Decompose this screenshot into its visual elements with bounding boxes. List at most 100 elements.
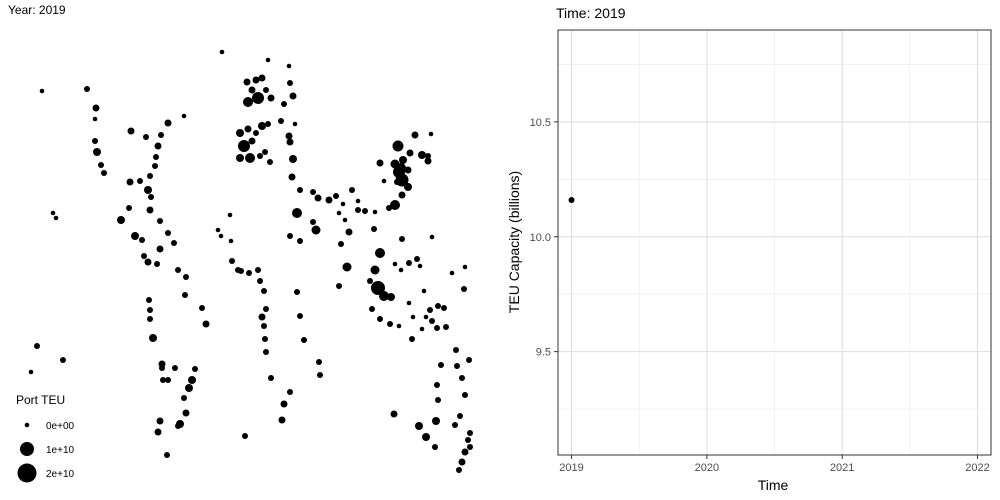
port-bubble — [421, 288, 427, 294]
port-bubble — [286, 138, 294, 146]
legend-label-2: 2e+10 — [46, 469, 75, 480]
port-bubble — [268, 375, 274, 381]
port-bubble — [466, 357, 472, 363]
port-bubble — [336, 283, 342, 289]
port-bubble — [449, 270, 455, 276]
port-bubble — [144, 258, 152, 266]
port-bubble-map — [28, 49, 473, 473]
port-bubble — [164, 452, 170, 458]
port-bubble — [375, 248, 385, 258]
port-bubble — [243, 78, 251, 86]
port-bubble — [202, 320, 210, 328]
port-bubble — [156, 417, 164, 425]
port-bubble — [381, 178, 387, 184]
port-bubble — [229, 258, 235, 264]
port-bubble — [390, 410, 398, 418]
port-bubble — [199, 305, 205, 311]
port-bubble — [146, 206, 154, 214]
port-bubble — [242, 433, 248, 439]
port-bubble — [355, 198, 361, 204]
port-bubble — [255, 267, 261, 273]
legend-title: Port TEU — [16, 393, 65, 407]
port-bubble — [228, 238, 234, 244]
port-bubble — [462, 264, 468, 270]
port-bubble — [297, 313, 303, 319]
port-bubble — [39, 88, 45, 94]
port-bubble — [419, 326, 425, 332]
port-bubble — [263, 306, 269, 312]
port-bubble — [149, 334, 157, 342]
port-bubble — [185, 384, 193, 392]
port-bubble — [267, 94, 275, 102]
axis-ticks: 2019 2020 2021 2022 9.5 10.0 10.5 — [530, 117, 990, 474]
port-bubble — [126, 178, 134, 186]
port-bubble — [53, 215, 59, 221]
port-bubble — [410, 314, 416, 320]
port-bubble — [399, 156, 407, 164]
port-bubble — [175, 423, 181, 429]
port-bubble — [425, 153, 431, 159]
port-bubble — [435, 397, 441, 403]
port-bubble — [414, 256, 420, 262]
port-bubble — [362, 208, 368, 214]
port-bubble — [459, 375, 465, 381]
port-bubble — [263, 87, 269, 93]
port-bubble — [301, 337, 307, 343]
port-bubble — [137, 178, 143, 184]
port-bubble — [287, 233, 293, 239]
x-axis-title: Time — [758, 477, 789, 493]
port-bubble — [456, 467, 462, 473]
port-bubble — [369, 306, 375, 312]
y-tick-label: 10.5 — [530, 117, 551, 129]
port-bubble — [147, 307, 153, 313]
port-bubble — [310, 189, 316, 195]
port-bubble — [461, 448, 469, 456]
port-bubble — [325, 196, 333, 204]
port-bubble — [192, 366, 198, 372]
port-bubble — [417, 263, 423, 269]
port-bubble — [131, 232, 139, 240]
port-bubble — [257, 153, 263, 159]
port-bubble — [258, 74, 266, 82]
port-bubble — [336, 210, 342, 216]
port-bubble — [340, 201, 346, 207]
port-bubble — [245, 153, 255, 163]
port-bubble — [252, 76, 260, 84]
port-bubble — [432, 444, 438, 450]
port-bubble — [263, 349, 269, 355]
port-bubble — [159, 365, 165, 371]
port-bubble — [396, 163, 406, 173]
port-bubble — [265, 121, 271, 127]
port-bubble — [392, 140, 404, 152]
port-bubble — [172, 365, 178, 371]
port-bubble — [147, 173, 153, 179]
port-bubble — [370, 265, 380, 275]
port-bubble — [438, 362, 444, 368]
port-bubble — [292, 208, 302, 218]
port-bubble — [288, 173, 296, 181]
port-bubble — [160, 377, 166, 383]
port-bubble — [467, 444, 473, 450]
port-bubble — [289, 92, 297, 100]
port-bubble — [252, 92, 264, 104]
port-bubble — [462, 392, 468, 398]
port-bubble — [424, 157, 432, 165]
port-bubble — [98, 162, 104, 168]
y-tick-label: 9.5 — [536, 347, 551, 359]
port-bubble — [154, 428, 162, 436]
port-bubble — [310, 219, 316, 225]
port-bubble — [243, 97, 253, 107]
port-bubble — [280, 400, 288, 408]
port-bubble — [238, 140, 250, 152]
port-bubble — [183, 274, 189, 280]
port-bubble — [458, 458, 466, 466]
port-bubble — [158, 132, 164, 138]
port-bubble — [246, 270, 252, 276]
port-bubble — [164, 119, 172, 127]
size-legend: Port TEU 0e+00 1e+10 2e+10 — [16, 393, 75, 483]
port-bubble — [342, 262, 352, 272]
port-bubble — [141, 253, 147, 259]
port-bubble — [236, 129, 244, 137]
port-bubble — [261, 323, 267, 329]
